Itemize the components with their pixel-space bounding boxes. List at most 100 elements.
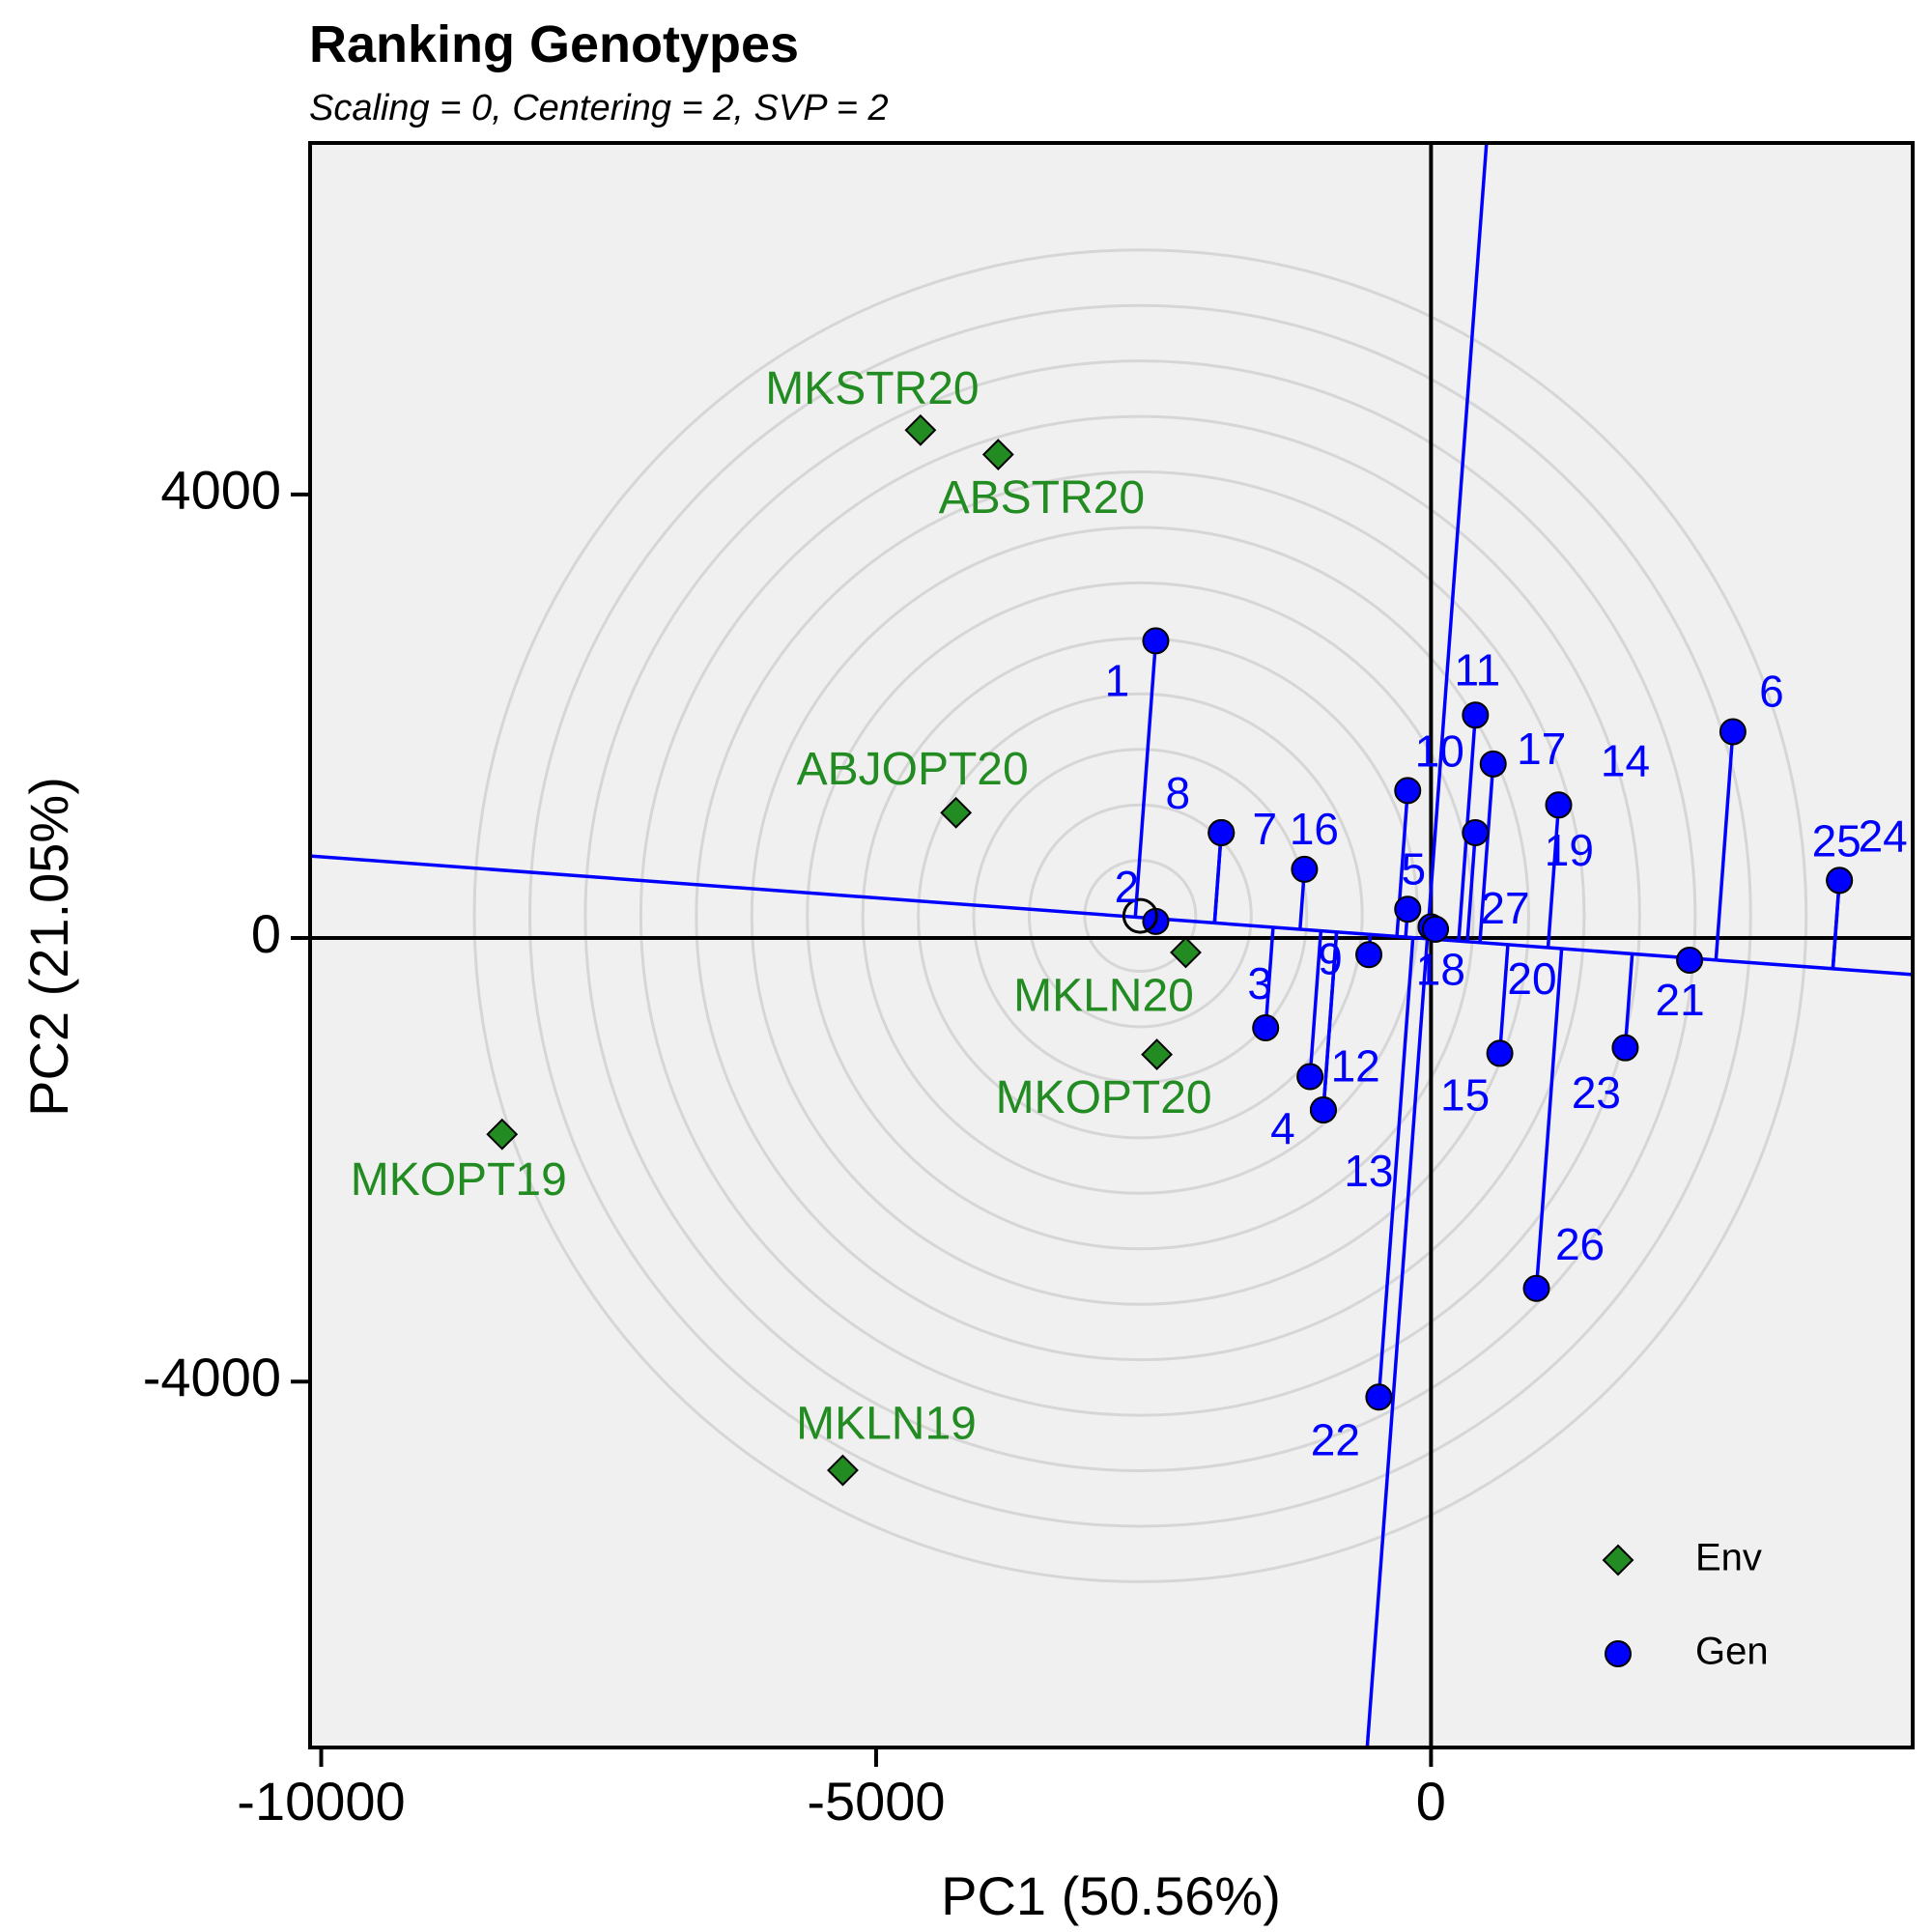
concentric-circle	[583, 359, 1697, 1473]
point-labels: MKSTR20 ABSTR20 ABJOPT20 MKLN20 MKOPT20 MKOPT…	[351, 363, 1908, 1464]
gen-label: 14	[1601, 735, 1650, 785]
gen-marker	[1486, 1039, 1514, 1067]
gen-marker	[1252, 1014, 1280, 1042]
y-axis-ticks: 4000 0 -4000	[143, 460, 310, 1407]
gen-label: 1	[1105, 656, 1130, 706]
projection-line	[1321, 931, 1339, 1111]
gen-label: 22	[1311, 1414, 1360, 1464]
gen-marker	[1296, 1063, 1324, 1091]
chart-subtitle: Scaling = 0, Centering = 2, SVP = 2	[309, 88, 889, 128]
gen-label: 17	[1517, 724, 1566, 774]
y-tick-label: -4000	[143, 1347, 281, 1407]
plot-border	[308, 141, 1915, 1749]
gen-marker	[1479, 750, 1507, 778]
env-label: MKSTR20	[765, 363, 979, 414]
gen-marker	[1462, 818, 1490, 846]
x-tick-label: -10000	[237, 1771, 405, 1832]
gen-label: 5	[1401, 843, 1426, 894]
concentric-circle	[639, 414, 1641, 1417]
y-axis-title: PC2 (21.05%)	[18, 777, 79, 1117]
env-marker	[827, 1454, 859, 1487]
env-label: ABSTR20	[939, 472, 1145, 524]
projection-line	[1133, 640, 1158, 918]
projection-line	[1308, 930, 1323, 1077]
gen-label: 13	[1344, 1146, 1393, 1196]
gen-marker	[1355, 941, 1383, 969]
projection-line	[1465, 832, 1478, 942]
concentric-circle	[917, 692, 1364, 1140]
markers	[486, 413, 1854, 1487]
env-label: MKOPT20	[996, 1072, 1212, 1123]
ranking-axis-line	[310, 854, 1913, 977]
env-label: MKLN19	[796, 1399, 977, 1450]
gen-marker	[1676, 946, 1704, 974]
gen-marker	[1545, 791, 1573, 819]
gen-label: 6	[1759, 667, 1784, 717]
gen-label: 4	[1270, 1103, 1295, 1153]
gen-marker	[1611, 1034, 1639, 1062]
projection-line	[1534, 948, 1564, 1289]
gen-label: 19	[1545, 825, 1594, 875]
gen-label: 15	[1440, 1070, 1490, 1121]
gen-label: 26	[1555, 1219, 1605, 1269]
gen-marker	[1394, 777, 1422, 805]
projection-line	[1497, 944, 1510, 1054]
env-marker	[904, 413, 937, 446]
perpendicular-axis-line	[1365, 143, 1489, 1747]
env-marker	[486, 1118, 519, 1151]
gen-label: 12	[1331, 1041, 1380, 1092]
gen-label: 18	[1416, 945, 1465, 995]
gen-label: 9	[1318, 933, 1343, 983]
projection-line	[1377, 937, 1415, 1398]
gen-marker	[1394, 895, 1422, 923]
plot-area	[310, 143, 1913, 1747]
gen-label: 2	[1115, 862, 1140, 912]
gen-label: 24	[1859, 811, 1908, 862]
chart-title: Ranking Genotypes	[309, 15, 799, 73]
legend-label: Gen	[1695, 1631, 1769, 1673]
ideal-genotype-marker	[1122, 897, 1158, 934]
gen-marker	[1208, 818, 1236, 846]
y-tick-label: 0	[251, 903, 281, 964]
y-tick-label: 4000	[160, 460, 281, 521]
x-axis-ticks: -10000 -5000 0	[237, 1747, 1446, 1832]
env-marker	[940, 796, 973, 829]
projection-line	[1212, 832, 1223, 923]
env-label: MKLN20	[1013, 971, 1194, 1022]
projection-line	[1831, 880, 1841, 969]
legend-label: Env	[1695, 1537, 1762, 1579]
env-marker	[1141, 1038, 1174, 1070]
gen-label: 10	[1415, 726, 1464, 777]
x-axis-title: PC1 (50.56%)	[941, 1865, 1281, 1926]
projection-line	[1623, 953, 1634, 1048]
legend: Env Gen	[1602, 1537, 1769, 1673]
gen-label: 27	[1480, 883, 1529, 933]
legend-gen-marker	[1605, 1640, 1632, 1667]
legend-env-marker	[1602, 1544, 1634, 1577]
gen-marker	[1826, 867, 1854, 895]
concentric-circle	[527, 303, 1752, 1528]
gen-marker	[1365, 1383, 1393, 1411]
env-label: ABJOPT20	[797, 744, 1029, 795]
gen-label: 11	[1454, 644, 1500, 695]
gen-label: 23	[1572, 1067, 1621, 1118]
concentric-circle	[750, 526, 1530, 1306]
gen-label: 8	[1165, 768, 1190, 818]
x-tick-label: -5000	[807, 1771, 945, 1832]
gen-label: 16	[1290, 804, 1339, 854]
gen-marker	[1719, 718, 1747, 746]
gen-marker	[1421, 915, 1449, 943]
gen-label: 25	[1812, 816, 1861, 867]
gen-marker	[1462, 701, 1490, 729]
env-label: MKOPT19	[351, 1154, 567, 1206]
concentric-circle	[972, 748, 1309, 1084]
gen-label: 20	[1507, 953, 1556, 1004]
concentric-circle	[806, 581, 1475, 1251]
env-marker	[1170, 936, 1202, 969]
concentric-circle	[1027, 803, 1253, 1029]
concentric-circle	[695, 470, 1586, 1362]
gen-marker	[1522, 1274, 1550, 1302]
x-tick-label: 0	[1416, 1771, 1446, 1832]
gen-marker	[1142, 627, 1170, 655]
